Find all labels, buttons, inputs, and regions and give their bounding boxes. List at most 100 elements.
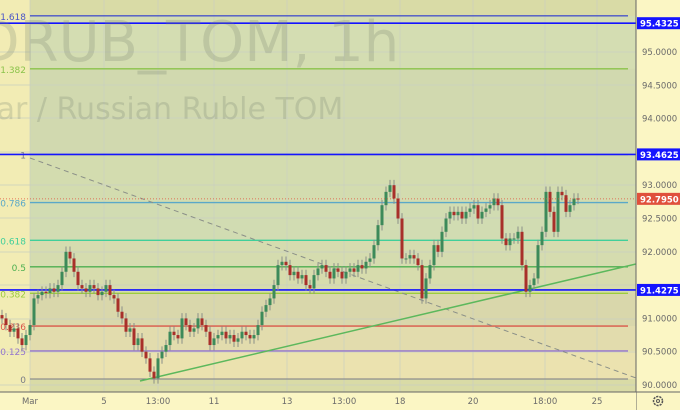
fib-level-label: 0.618 (0, 237, 26, 247)
candle (8, 325, 12, 332)
fib-band (30, 68, 636, 155)
candle (108, 285, 112, 296)
candle (444, 218, 448, 232)
candle (56, 285, 60, 292)
candle (100, 291, 104, 296)
candle (0, 315, 4, 319)
candle (468, 208, 472, 212)
candle (204, 325, 208, 332)
price-axis[interactable] (636, 0, 680, 410)
candle (344, 271, 348, 279)
candle (96, 288, 100, 296)
candle (424, 278, 428, 299)
candle (132, 328, 136, 346)
price-tick-label: 93.0000 (642, 181, 677, 191)
fib-level-label: 1 (20, 152, 26, 162)
candle (160, 351, 164, 359)
candle (284, 261, 288, 266)
candle (448, 211, 452, 219)
candle (136, 338, 140, 346)
fib-level-label: 1.382 (0, 66, 26, 76)
candle (348, 268, 352, 272)
candle (48, 288, 52, 294)
candle (480, 211, 484, 219)
price-tick-label: 90.0000 (642, 381, 677, 391)
fib-band (30, 154, 636, 203)
candle (32, 298, 36, 326)
candle (216, 335, 220, 339)
candle (112, 295, 116, 299)
candle (196, 318, 200, 329)
candle (156, 358, 160, 379)
price-tick-label: 94.5000 (642, 81, 677, 91)
candle (4, 318, 8, 326)
candle (176, 335, 180, 339)
candle (72, 258, 76, 272)
fib-band (30, 293, 636, 327)
candle (64, 251, 68, 272)
price-tick-label: 92.0000 (642, 248, 677, 258)
time-tick-label: 13:00 (332, 397, 357, 407)
candle (16, 328, 20, 339)
horizontal-line-price-tag-text: 91.4275 (640, 286, 679, 296)
candle (128, 328, 132, 332)
candle (312, 275, 316, 289)
candle (408, 255, 412, 259)
candle (472, 205, 476, 209)
time-tick-label: 13 (282, 397, 293, 407)
horizontal-line-price-tag (637, 17, 680, 30)
candle (20, 338, 24, 346)
candle (288, 265, 292, 276)
candle (260, 311, 264, 326)
time-tick-label: 18 (395, 397, 406, 407)
price-tick-label: 91.0000 (642, 314, 677, 324)
last-price-tag (637, 192, 680, 205)
gear-icon[interactable] (652, 395, 664, 407)
candle (440, 231, 444, 252)
candle (508, 238, 512, 246)
fib-level-label: 0.5 (12, 264, 26, 274)
trend-line[interactable] (139, 263, 637, 382)
candle (484, 208, 488, 212)
candle (568, 205, 572, 212)
candle (228, 335, 232, 339)
fib-level-label: 1.618 (0, 13, 26, 23)
candle (24, 335, 28, 346)
candle (576, 198, 580, 200)
candle (236, 338, 240, 342)
candle (452, 211, 456, 216)
candle (496, 198, 500, 206)
candle (332, 268, 336, 279)
candle (264, 305, 268, 312)
price-tick-label: 90.5000 (642, 348, 677, 358)
candle (388, 185, 392, 192)
price-tick-label: 94.0000 (642, 115, 677, 125)
candle (384, 191, 388, 206)
horizontal-line-price-tag-text: 95.4325 (640, 20, 679, 30)
candle (84, 288, 88, 292)
candle (256, 325, 260, 336)
candle (428, 265, 432, 279)
candle (368, 258, 372, 262)
candle (88, 285, 92, 292)
candle (40, 291, 44, 296)
candle (476, 205, 480, 219)
candle (436, 245, 440, 252)
candle (276, 265, 280, 286)
candle (52, 288, 56, 292)
candle (224, 331, 228, 339)
candle (28, 325, 32, 336)
candle (536, 245, 540, 279)
candle (572, 198, 576, 206)
time-axis[interactable] (0, 392, 636, 410)
candle (116, 298, 120, 312)
candle (280, 261, 284, 266)
candle (320, 265, 324, 269)
candle (240, 331, 244, 339)
candle (392, 185, 396, 199)
fib-band (30, 350, 636, 380)
candle (316, 268, 320, 276)
fib-band (30, 15, 636, 69)
candle (124, 318, 128, 332)
